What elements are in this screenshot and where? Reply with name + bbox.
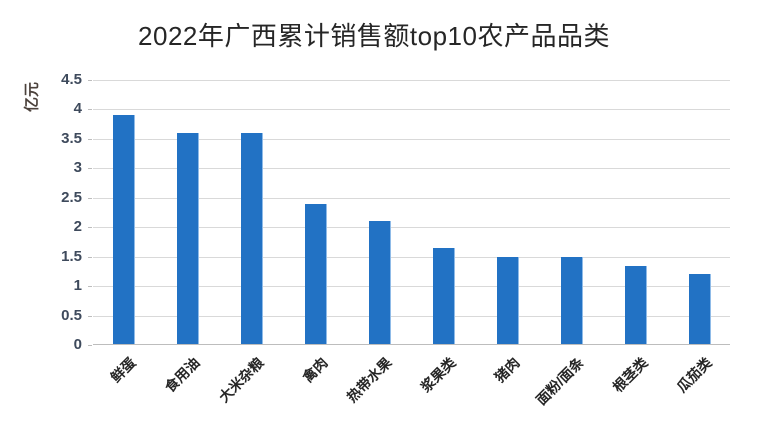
y-tick-label: 4 bbox=[73, 100, 82, 118]
y-tick-label: 0.5 bbox=[61, 306, 82, 324]
gridline bbox=[93, 138, 730, 140]
bar bbox=[433, 247, 455, 344]
y-tick-mark bbox=[88, 345, 92, 346]
y-tick-label: 0 bbox=[73, 336, 82, 353]
y-tick-label: 3 bbox=[73, 159, 82, 177]
y-tick-mark bbox=[88, 168, 92, 170]
y-tick-mark bbox=[88, 315, 92, 317]
bar bbox=[497, 256, 519, 344]
y-tick-label: 1 bbox=[73, 277, 82, 295]
plot-area bbox=[93, 80, 730, 345]
y-tick-label: 2 bbox=[73, 218, 82, 236]
gridline bbox=[93, 80, 730, 81]
gridline bbox=[93, 286, 730, 288]
gridline bbox=[93, 256, 730, 258]
y-tick-label: 1.5 bbox=[61, 247, 82, 265]
bar bbox=[241, 133, 263, 344]
bar bbox=[369, 221, 391, 344]
y-tick-mark bbox=[88, 80, 92, 81]
y-tick-mark bbox=[88, 256, 92, 258]
y-tick-mark bbox=[88, 197, 92, 199]
y-tick-label: 3.5 bbox=[61, 129, 82, 147]
bar bbox=[113, 115, 135, 344]
bar bbox=[305, 203, 327, 344]
bar bbox=[689, 274, 711, 344]
y-tick-label: 2.5 bbox=[61, 188, 82, 206]
gridline bbox=[93, 315, 730, 317]
bar bbox=[561, 256, 583, 344]
gridline bbox=[93, 168, 730, 170]
bar bbox=[177, 133, 199, 344]
gridline bbox=[93, 227, 730, 229]
gridline bbox=[93, 197, 730, 199]
gridline bbox=[93, 109, 730, 111]
y-tick-mark bbox=[88, 109, 92, 111]
y-tick-mark bbox=[88, 138, 92, 140]
x-axis-line bbox=[93, 344, 730, 345]
bar bbox=[625, 265, 647, 344]
chart-title: 2022年广西累计销售额top10农产品品类 bbox=[138, 21, 610, 51]
y-tick-mark bbox=[88, 227, 92, 229]
y-tick-label: 4.5 bbox=[61, 71, 82, 88]
y-tick-mark bbox=[88, 286, 92, 288]
